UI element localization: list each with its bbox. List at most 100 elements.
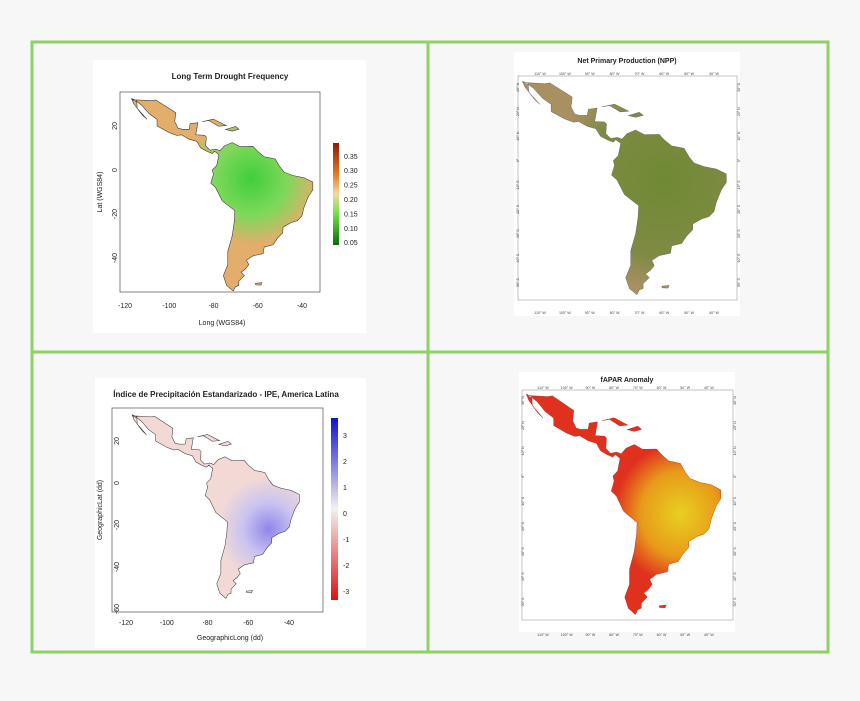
lat-tick-label: 0° (521, 474, 525, 478)
lat-tick-label: 20° N (737, 107, 741, 116)
lon-tick-label: 50° W (684, 72, 694, 76)
lon-tick-label: 90° W (585, 633, 595, 637)
lat-tick-label: 10° S (521, 496, 525, 505)
lat-tick-label: 10° S (737, 180, 741, 189)
x-tick-label: -40 (297, 303, 307, 310)
x-tick-label: -120 (118, 303, 132, 310)
lon-tick-label: 40° W (704, 633, 714, 637)
lon-tick-label: 110° W (537, 633, 549, 637)
x-tick-label: -80 (208, 303, 218, 310)
plot-box (111, 407, 324, 613)
y-tick-label: -20 (114, 520, 121, 530)
lat-tick-label: 40° S (733, 572, 737, 581)
lon-tick-label: 100° W (561, 386, 573, 390)
lat-tick-label: 10° N (737, 131, 741, 140)
lon-tick-label: 70° W (633, 633, 643, 637)
lat-tick-label: 10° N (733, 446, 737, 455)
x-tick-label: -120 (119, 620, 133, 627)
colorbar-label: -3 (343, 589, 349, 596)
lon-tick-label: 60° W (659, 72, 669, 76)
lat-tick-label: 30° S (733, 547, 737, 556)
panel-title: Índice de Precipitación Estandarizado - … (113, 390, 339, 399)
x-axis-label: GeographicLong (dd) (197, 635, 263, 642)
y-tick-label: -40 (112, 253, 119, 263)
lat-tick-label: 10° S (733, 496, 737, 505)
x-axis-label: Long (WGS84) (199, 320, 246, 327)
colorbar-label: 0.30 (344, 168, 358, 175)
lat-tick-label: 0° (737, 158, 741, 162)
frame (30, 40, 830, 654)
lat-tick-label: 50° S (737, 277, 741, 286)
colorbar-label: 1 (343, 485, 347, 492)
lon-tick-label: 110° W (537, 386, 549, 390)
x-tick-label: -80 (202, 620, 212, 627)
lon-tick-label: 110° W (534, 72, 546, 76)
lon-tick-label: 60° W (657, 633, 667, 637)
lat-tick-label: 30° N (737, 82, 741, 91)
y-tick-label: -60 (114, 604, 121, 614)
lat-tick-label: 20° S (516, 204, 520, 213)
y-tick-label: 20 (114, 437, 121, 445)
lon-tick-label: 90° W (585, 311, 595, 315)
lat-tick-label: 30° S (521, 547, 525, 556)
x-tick-label: -100 (160, 620, 174, 627)
y-tick-label: 0 (112, 168, 119, 172)
lat-tick-label: 30° S (737, 229, 741, 238)
lat-tick-label: 10° N (521, 446, 525, 455)
lon-tick-label: 50° W (680, 386, 690, 390)
y-axis-label: Lat (WGS84) (97, 172, 104, 213)
lon-tick-label: 40° W (709, 72, 719, 76)
lon-tick-label: 60° W (659, 311, 669, 315)
y-tick-label: -20 (112, 209, 119, 219)
lat-tick-label: 20° S (737, 204, 741, 213)
lon-tick-label: 100° W (559, 311, 571, 315)
lat-tick-label: 30° N (521, 395, 525, 404)
colorbar-label: -2 (343, 563, 349, 570)
lat-tick-label: 40° S (516, 253, 520, 262)
lat-tick-label: 0° (733, 474, 737, 478)
lon-tick-label: 60° W (657, 386, 667, 390)
lon-tick-label: 70° W (635, 72, 645, 76)
colorbar-label: 0 (343, 511, 347, 518)
lat-tick-label: 10° N (516, 131, 520, 140)
colorbar-label: 2 (343, 459, 347, 466)
plot-box (517, 75, 738, 301)
panel-title: Net Primary Production (NPP) (577, 58, 676, 65)
lon-tick-label: 80° W (610, 72, 620, 76)
lon-tick-label: 110° W (534, 311, 546, 315)
y-axis-label: GeographicLat (dd) (97, 480, 104, 540)
colorbar-label: 0.15 (344, 211, 358, 218)
plot-box (521, 389, 734, 621)
x-tick-label: -60 (253, 303, 263, 310)
lat-tick-label: 20° N (516, 107, 520, 116)
lon-tick-label: 70° W (633, 386, 643, 390)
colorbar-label: 0.25 (344, 183, 358, 190)
lon-tick-label: 100° W (561, 633, 573, 637)
lat-tick-label: 10° S (516, 180, 520, 189)
plot-box (119, 91, 321, 293)
lon-tick-label: 100° W (559, 72, 571, 76)
panel-title: Long Term Drought Frequency (172, 72, 289, 81)
x-tick-label: -40 (284, 620, 294, 627)
colorbar-label: 0.35 (344, 154, 358, 161)
y-tick-label: 20 (112, 122, 119, 130)
colorbar-label: 3 (343, 433, 347, 440)
colorbar (331, 418, 338, 600)
lon-tick-label: 40° W (704, 386, 714, 390)
colorbar-label: 0.20 (344, 197, 358, 204)
colorbar-label: 0.05 (344, 240, 358, 247)
lon-tick-label: 50° W (680, 633, 690, 637)
colorbar-label: 0.10 (344, 226, 358, 233)
lat-tick-label: 30° N (516, 82, 520, 91)
lon-tick-label: 90° W (585, 386, 595, 390)
lat-tick-label: 20° S (733, 521, 737, 530)
lat-tick-label: 20° N (521, 421, 525, 430)
panel-title: fAPAR Anomaly (601, 377, 654, 384)
lon-tick-label: 40° W (709, 311, 719, 315)
lat-tick-label: 20° S (521, 521, 525, 530)
lat-tick-label: 30° N (733, 395, 737, 404)
lon-tick-label: 80° W (609, 633, 619, 637)
y-tick-label: -40 (114, 562, 121, 572)
lon-tick-label: 50° W (684, 311, 694, 315)
